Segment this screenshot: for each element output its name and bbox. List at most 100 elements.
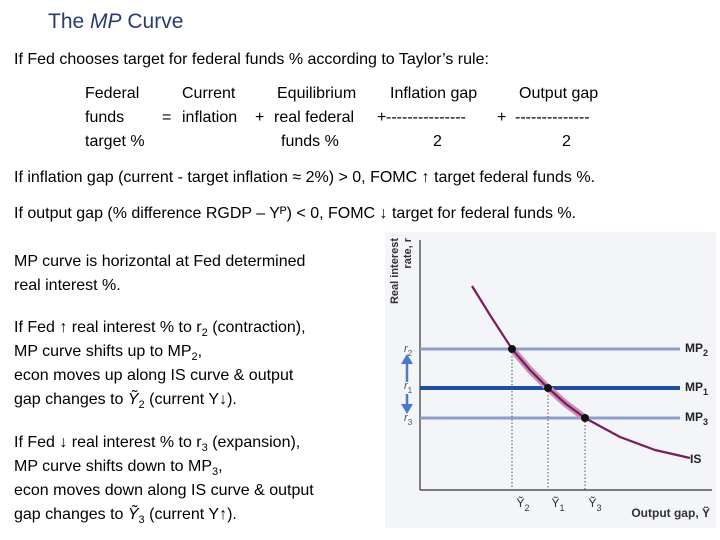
equation-text: --------------: [515, 109, 590, 126]
text-run: Output gap,: [631, 506, 702, 520]
point: [544, 384, 552, 392]
equation-text: target %: [85, 133, 145, 150]
text-run: MP: [685, 341, 703, 355]
text-run: Ỹ: [588, 496, 596, 510]
text-run: MP: [90, 10, 122, 33]
text-run: 3: [408, 418, 413, 427]
text-run: (expansion),: [207, 434, 301, 451]
text-run: econ moves up along IS curve & output: [14, 367, 294, 384]
text-run: MP: [685, 410, 703, 424]
text-run: MP curve is horizontal at Fed determined: [14, 253, 306, 270]
equation-operator: +: [377, 109, 387, 126]
gap-label: Ỹ2: [516, 496, 529, 513]
text-run: Ỹ: [551, 496, 559, 510]
equation-text: Inflation gap: [390, 85, 478, 102]
equation-text: ---------------: [386, 109, 466, 126]
rate-label: r1: [404, 380, 413, 395]
text-run: 1: [560, 503, 565, 513]
text-run: 3: [201, 442, 208, 455]
paragraph-line: MP curve is horizontal at Fed determined: [14, 252, 305, 272]
text-run: If Fed ↓ real interest % to r: [14, 434, 202, 451]
paragraph-line: econ moves down along IS curve & output: [14, 481, 314, 501]
rate-label: r2: [404, 343, 413, 358]
y-axis-label: Real interest: [389, 238, 401, 304]
gap-label: Ỹ1: [551, 496, 564, 513]
text-run: Ỹ: [127, 391, 139, 408]
text-run: 1: [703, 387, 708, 397]
text-run: r: [404, 412, 409, 424]
paragraph-line: If Fed ↑ real interest % to r2 (contract…: [14, 318, 306, 343]
paragraph-line: econ moves up along IS curve & output: [14, 366, 293, 386]
shift-arrows: [401, 354, 413, 414]
equation-text: Output gap: [519, 85, 599, 102]
text-run: 3: [138, 514, 145, 527]
mp-label: MP3: [685, 410, 708, 427]
text-run: MP curve shifts up to MP: [14, 343, 192, 360]
paragraph-line: MP curve shifts up to MP2,: [14, 342, 202, 367]
equation-text: funds: [85, 109, 125, 126]
text-run: 2: [408, 349, 413, 358]
text-run: Ỹ: [127, 506, 139, 523]
equation-text: 2: [433, 133, 442, 150]
slide-title: The MP Curve: [48, 10, 183, 34]
graph-background: [385, 232, 716, 528]
is-curve: [471, 285, 691, 460]
rate-label: r3: [404, 412, 413, 427]
equation-text: Federal: [85, 85, 140, 102]
text-run: 2: [138, 399, 145, 412]
text-run: (current Y↑).: [144, 506, 237, 523]
point: [581, 414, 589, 422]
text-run: 2: [703, 348, 708, 358]
point: [508, 345, 516, 353]
text-run: (contraction),: [207, 319, 306, 336]
text-run: 2: [191, 351, 198, 364]
text-run: gap changes to: [14, 506, 128, 523]
paragraph-line: gap changes to Ỹ3 (current Y↑).: [14, 505, 237, 530]
rule-text: If inflation gap (current - target infla…: [14, 169, 596, 186]
rule-text: If output gap (% difference RGDP – Yᴾ) <…: [14, 205, 577, 222]
text-run: r: [404, 343, 409, 355]
x-axis-label: Output gap, Ỹ: [631, 505, 710, 520]
text-run: r: [404, 380, 409, 392]
text-run: MP: [685, 380, 703, 394]
text-run: Ỹ: [702, 505, 710, 520]
equation-operator: +: [255, 109, 265, 126]
paragraph-line: gap changes to Ỹ2 (current Y↓).: [14, 390, 237, 415]
text-run: MP curve shifts down to MP: [14, 458, 212, 475]
text-run: Curve: [121, 10, 184, 33]
equation-text: real federal: [274, 109, 355, 126]
text-run: gap changes to: [14, 391, 128, 408]
text-run: 3: [212, 466, 219, 479]
text-run: The: [48, 10, 91, 33]
mp-label: MP2: [685, 341, 708, 358]
equation-text: inflation: [182, 109, 238, 126]
equation-text: funds %: [281, 133, 339, 150]
equation-text: 2: [562, 133, 571, 150]
paragraph-line: MP curve shifts down to MP3,: [14, 457, 223, 482]
text-run: 3: [703, 417, 708, 427]
text-run: 2: [525, 503, 530, 513]
text-run: If Fed ↑ real interest % to r: [14, 319, 202, 336]
gap-label: Ỹ3: [588, 496, 601, 513]
equation-operator: =: [162, 109, 172, 126]
text-run: (current Y↓).: [144, 391, 237, 408]
equation-text: Equilibrium: [277, 85, 357, 102]
text-run: Ỹ: [516, 496, 524, 510]
mp-label: MP1: [685, 380, 708, 397]
text-run: 1: [408, 386, 413, 395]
paragraph-line: If Fed ↓ real interest % to r3 (expansio…: [14, 433, 300, 458]
text-run: ,: [197, 343, 203, 360]
intro: If Fed chooses target for federal funds …: [14, 51, 489, 68]
text-run: econ moves down along IS curve & output: [14, 482, 314, 499]
text-run: ,: [218, 458, 223, 475]
text-run: 3: [597, 503, 602, 513]
drop-lines: [511, 349, 586, 490]
text-run: real interest %.: [14, 277, 121, 294]
is-label: IS: [690, 452, 701, 466]
paragraph-line: real interest %.: [14, 276, 121, 296]
equation-operator: +: [497, 109, 507, 126]
y-axis-label: rate, r: [402, 237, 414, 268]
text-run: 2: [201, 327, 208, 340]
